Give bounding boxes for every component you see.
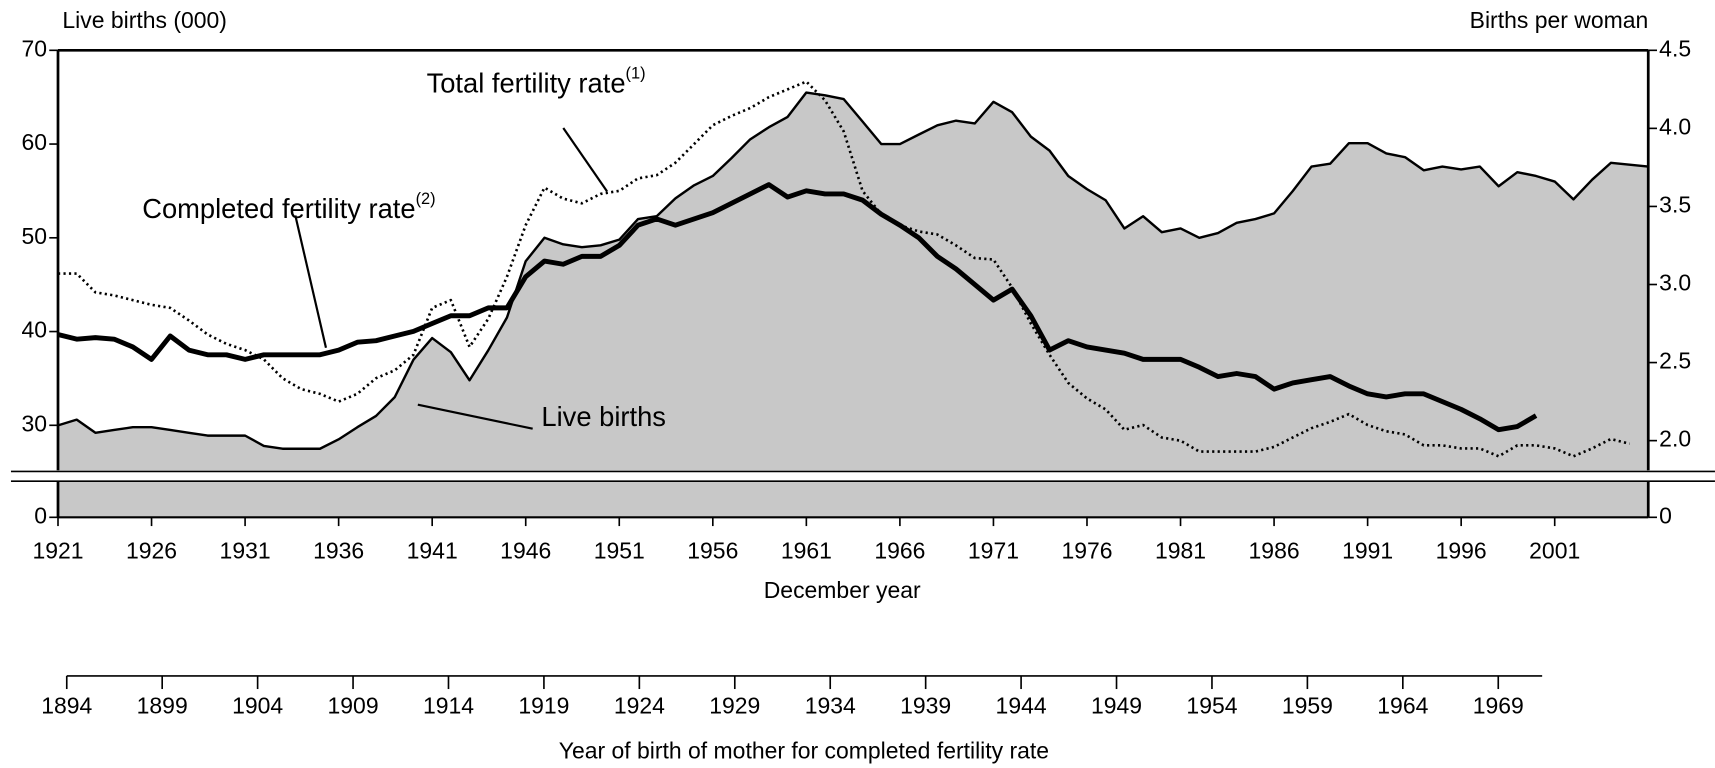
y2-tick-label: 2.5 [1659, 348, 1691, 374]
x-tick-label: 1971 [968, 537, 1019, 563]
x2-tick-label: 1939 [900, 693, 951, 719]
annotation-text: Total fertility rate [427, 68, 626, 99]
x2-tick-label: 1944 [996, 693, 1047, 719]
annotation-text: Completed fertility rate [142, 193, 415, 224]
x-tick-label: 1941 [407, 537, 458, 563]
x2-tick-label: 1934 [805, 693, 856, 719]
x2-tick-label: 1909 [328, 693, 379, 719]
x2-tick-label: 1904 [232, 693, 283, 719]
y-tick-label: 40 [22, 317, 48, 343]
x2-tick-label: 1959 [1282, 693, 1333, 719]
y2-tick-label: 4.5 [1659, 35, 1691, 61]
x2-tick-label: 1969 [1473, 693, 1524, 719]
x-tick-label: 2001 [1529, 537, 1580, 563]
x2-tick-label: 1929 [709, 693, 760, 719]
lower-band [58, 481, 1649, 518]
x-tick-label: 1951 [594, 537, 645, 563]
y-axis-label: Live births (000) [62, 7, 227, 33]
y2-tick-label: 0 [1659, 502, 1672, 528]
x2-tick-label: 1964 [1377, 693, 1428, 719]
x2-tick-label: 1924 [614, 693, 665, 719]
x-tick-label: 1976 [1061, 537, 1112, 563]
annotation-text: Live births [541, 401, 666, 432]
x2-tick-label: 1954 [1186, 693, 1237, 719]
x-tick-label: 1946 [500, 537, 551, 563]
x-tick-label: 1966 [874, 537, 925, 563]
x2-axis-label: Year of birth of mother for completed fe… [559, 738, 1049, 764]
y2-axis-label: Births per woman [1470, 7, 1649, 33]
x-tick-label: 1991 [1342, 537, 1393, 563]
y2-tick-label: 4.0 [1659, 113, 1691, 139]
x-tick-label: 1981 [1155, 537, 1206, 563]
x-tick-label: 1996 [1436, 537, 1487, 563]
x-tick-label: 1986 [1249, 537, 1300, 563]
x2-tick-label: 1914 [423, 693, 474, 719]
y-tick-label: 60 [22, 129, 48, 155]
annotation: Live births [541, 401, 666, 432]
x-tick-label: 1921 [32, 537, 83, 563]
y-tick-label: 50 [22, 223, 48, 249]
y-tick-label: 0 [34, 502, 47, 528]
annotation: Completed fertility rate(2) [142, 190, 435, 224]
x-tick-label: 1931 [220, 537, 271, 563]
y-tick-label: 30 [22, 410, 48, 436]
x2-tick-label: 1919 [518, 693, 569, 719]
area [58, 92, 1649, 471]
x-axis-label: December year [764, 577, 921, 603]
annotation-note: (1) [626, 65, 646, 83]
y-tick-label: 70 [22, 35, 48, 61]
x2-tick-label: 1899 [137, 693, 188, 719]
leader-line [294, 215, 328, 349]
x-tick-label: 1956 [687, 537, 738, 563]
annotation: Total fertility rate(1) [427, 65, 646, 99]
y2-tick-label: 3.0 [1659, 270, 1691, 296]
y2-tick-label: 3.5 [1659, 192, 1691, 218]
x-tick-label: 1936 [313, 537, 364, 563]
annotation-note: (2) [416, 190, 436, 208]
line [58, 80, 1630, 458]
x2-tick-label: 1949 [1091, 693, 1142, 719]
y2-tick-label: 2.0 [1659, 426, 1691, 452]
leader-line [417, 403, 533, 430]
x-tick-label: 1926 [126, 537, 177, 563]
x2-tick-label: 1894 [41, 693, 92, 719]
line [57, 91, 1649, 450]
leader-line [562, 127, 608, 193]
line [57, 182, 1538, 433]
x-tick-label: 1961 [781, 537, 832, 563]
